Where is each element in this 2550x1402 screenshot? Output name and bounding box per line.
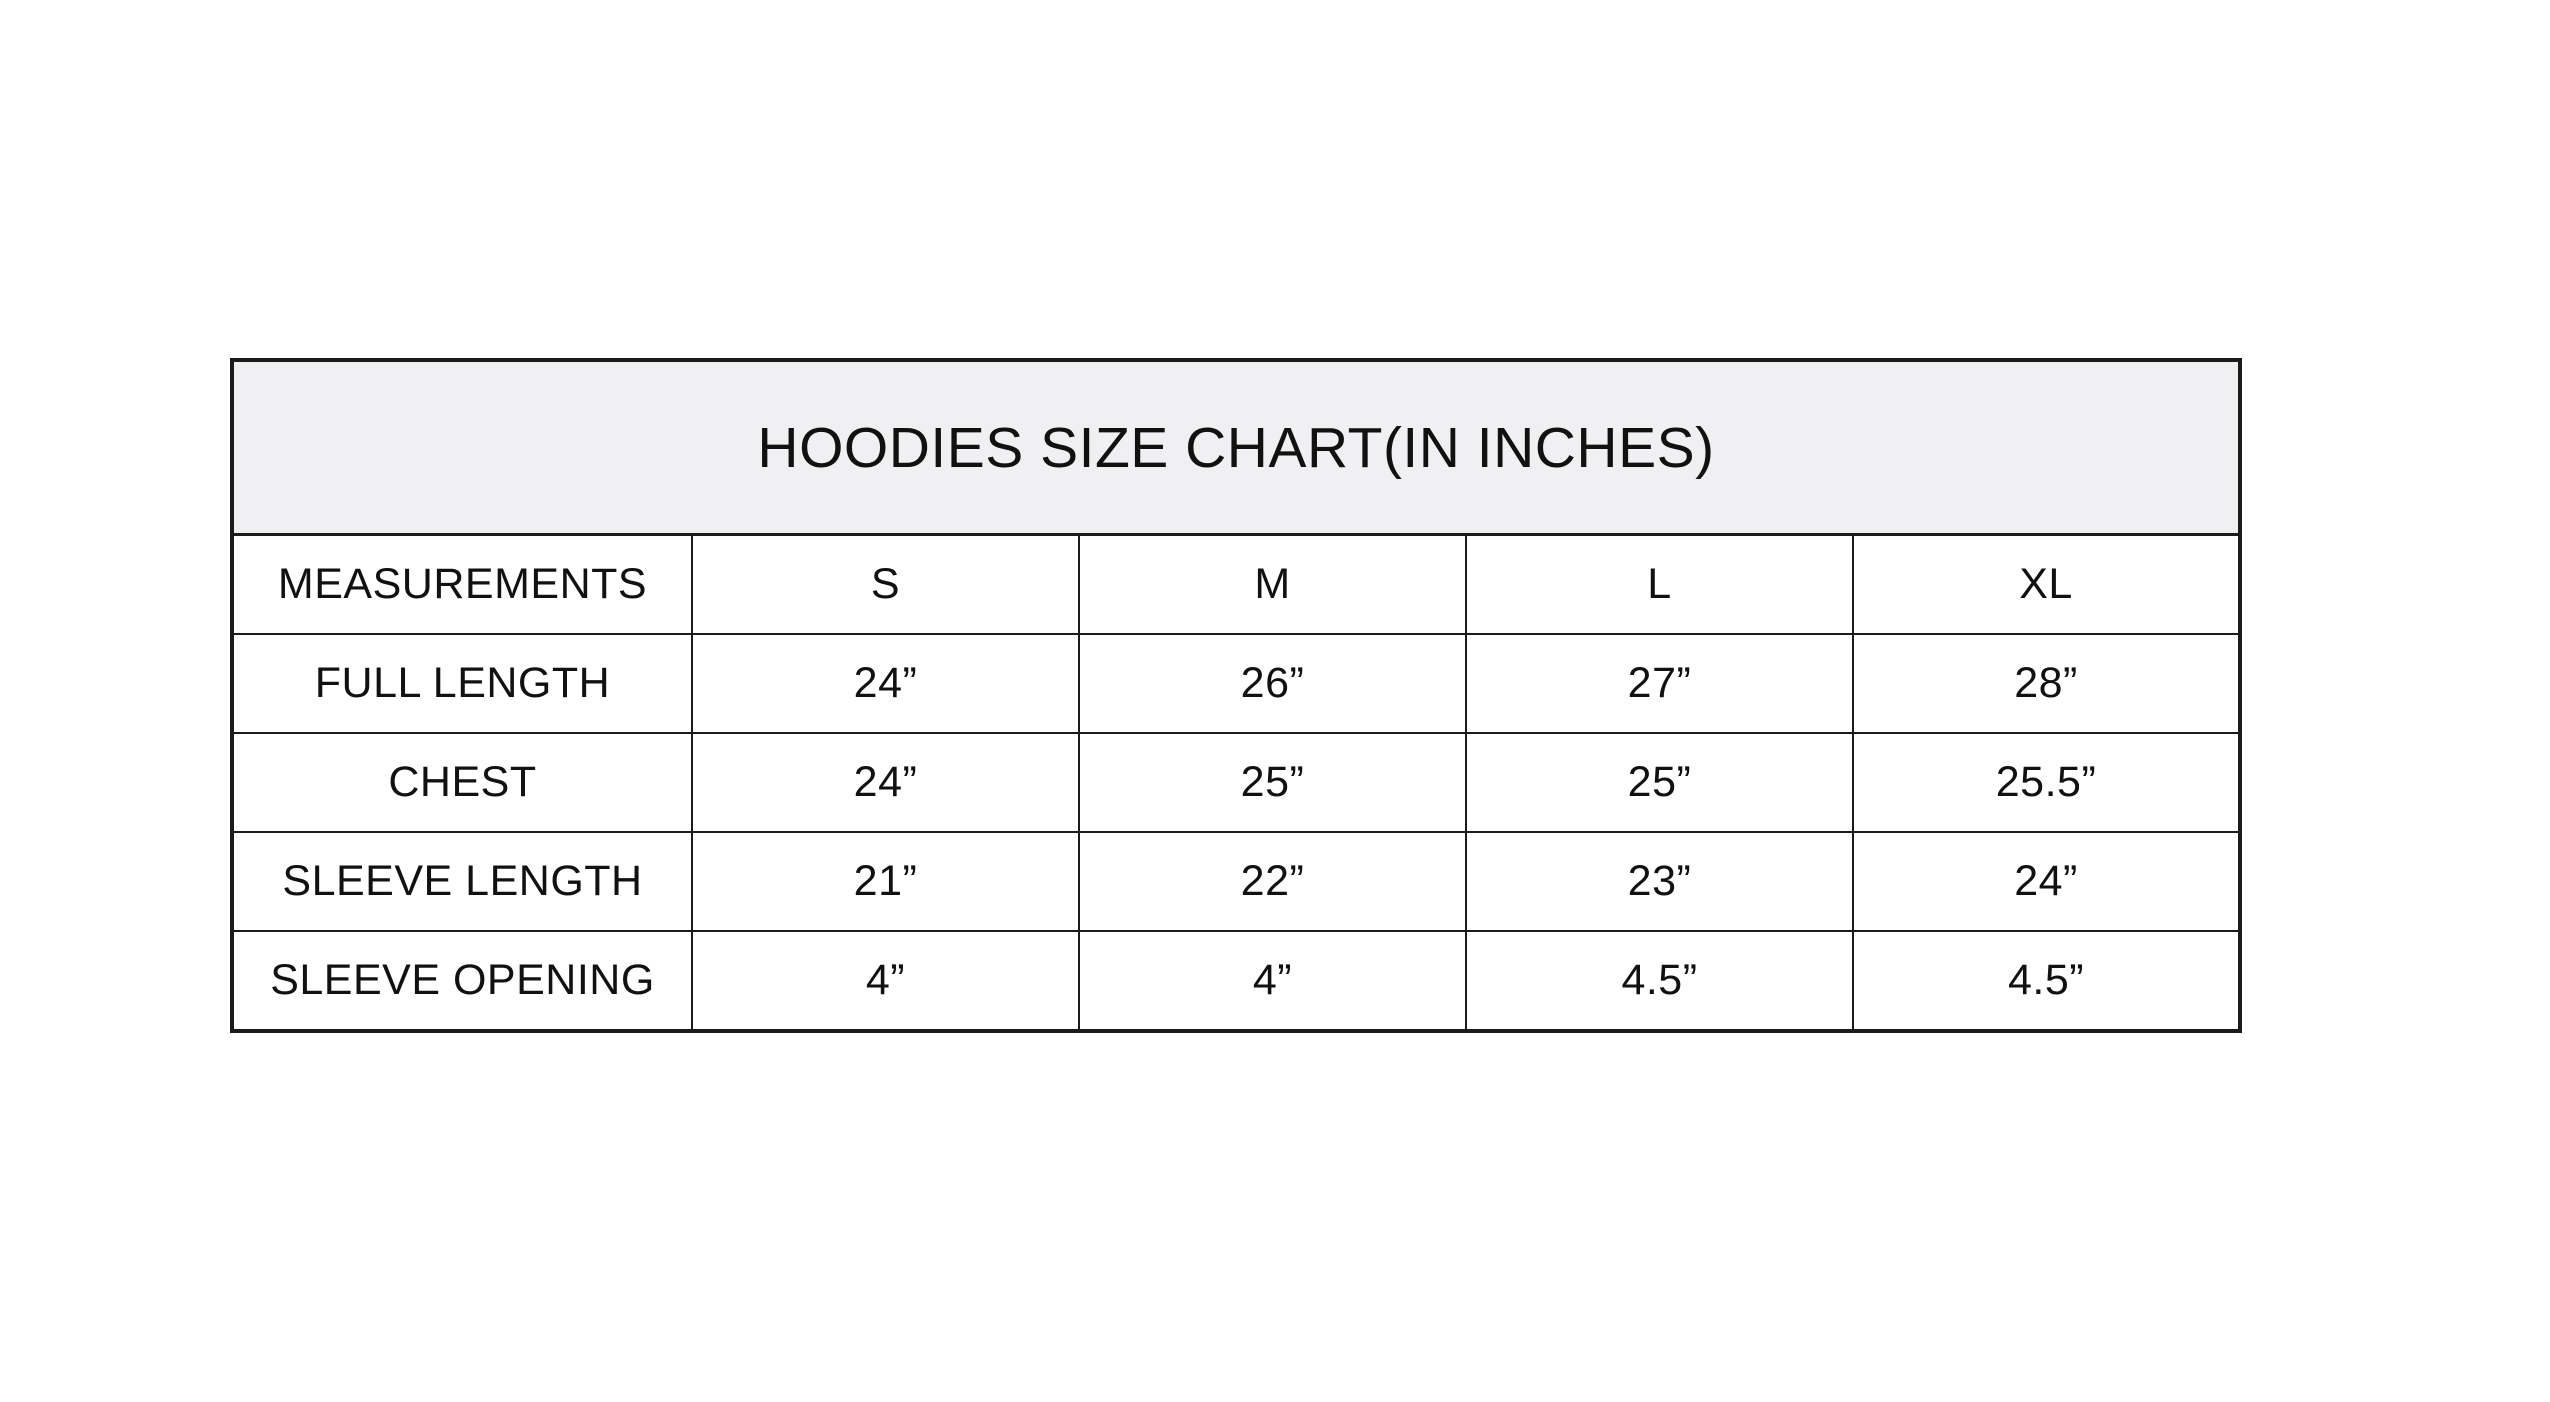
row-label: SLEEVE LENGTH (231, 831, 693, 932)
column-header-xl: XL (1851, 533, 2242, 635)
cell-value: 24” (691, 633, 1080, 734)
cell-value: 21” (691, 831, 1080, 932)
row-label: CHEST (231, 732, 693, 833)
cell-value: 23” (1465, 831, 1854, 932)
column-header-l: L (1465, 533, 1854, 635)
cell-value: 22” (1078, 831, 1467, 932)
cell-value: 24” (691, 732, 1080, 833)
table-row-chest: CHEST 24” 25” 25” 25.5” (231, 732, 2242, 833)
row-label: FULL LENGTH (231, 633, 693, 734)
cell-value: 27” (1465, 633, 1854, 734)
column-header-m: M (1078, 533, 1467, 635)
cell-value: 25.5” (1851, 732, 2242, 833)
cell-value: 25” (1078, 732, 1467, 833)
title-row: HOODIES SIZE CHART(IN INCHES) (230, 359, 2242, 536)
cell-value: 26” (1078, 633, 1467, 734)
cell-value: 24” (1851, 831, 2242, 932)
table-row-full-length: FULL LENGTH 24” 26” 27” 28” (231, 633, 2242, 734)
cell-value: 4” (691, 930, 1080, 1032)
cell-value: 25” (1465, 732, 1854, 833)
row-label: SLEEVE OPENING (231, 930, 693, 1032)
cell-value: 4” (1078, 930, 1467, 1032)
table-title: HOODIES SIZE CHART(IN INCHES) (230, 359, 2242, 536)
column-header-s: S (691, 533, 1080, 635)
size-chart-table: HOODIES SIZE CHART(IN INCHES) MEASUREMEN… (230, 358, 2243, 1033)
column-header-measurements: MEASUREMENTS (231, 533, 693, 635)
cell-value: 4.5” (1465, 930, 1854, 1032)
table-row-sleeve-length: SLEEVE LENGTH 21” 22” 23” 24” (231, 831, 2242, 932)
cell-value: 4.5” (1851, 930, 2242, 1032)
header-row: MEASUREMENTS S M L XL (231, 533, 2242, 635)
cell-value: 28” (1851, 633, 2242, 734)
table-row-sleeve-opening: SLEEVE OPENING 4” 4” 4.5” 4.5” (231, 930, 2242, 1032)
